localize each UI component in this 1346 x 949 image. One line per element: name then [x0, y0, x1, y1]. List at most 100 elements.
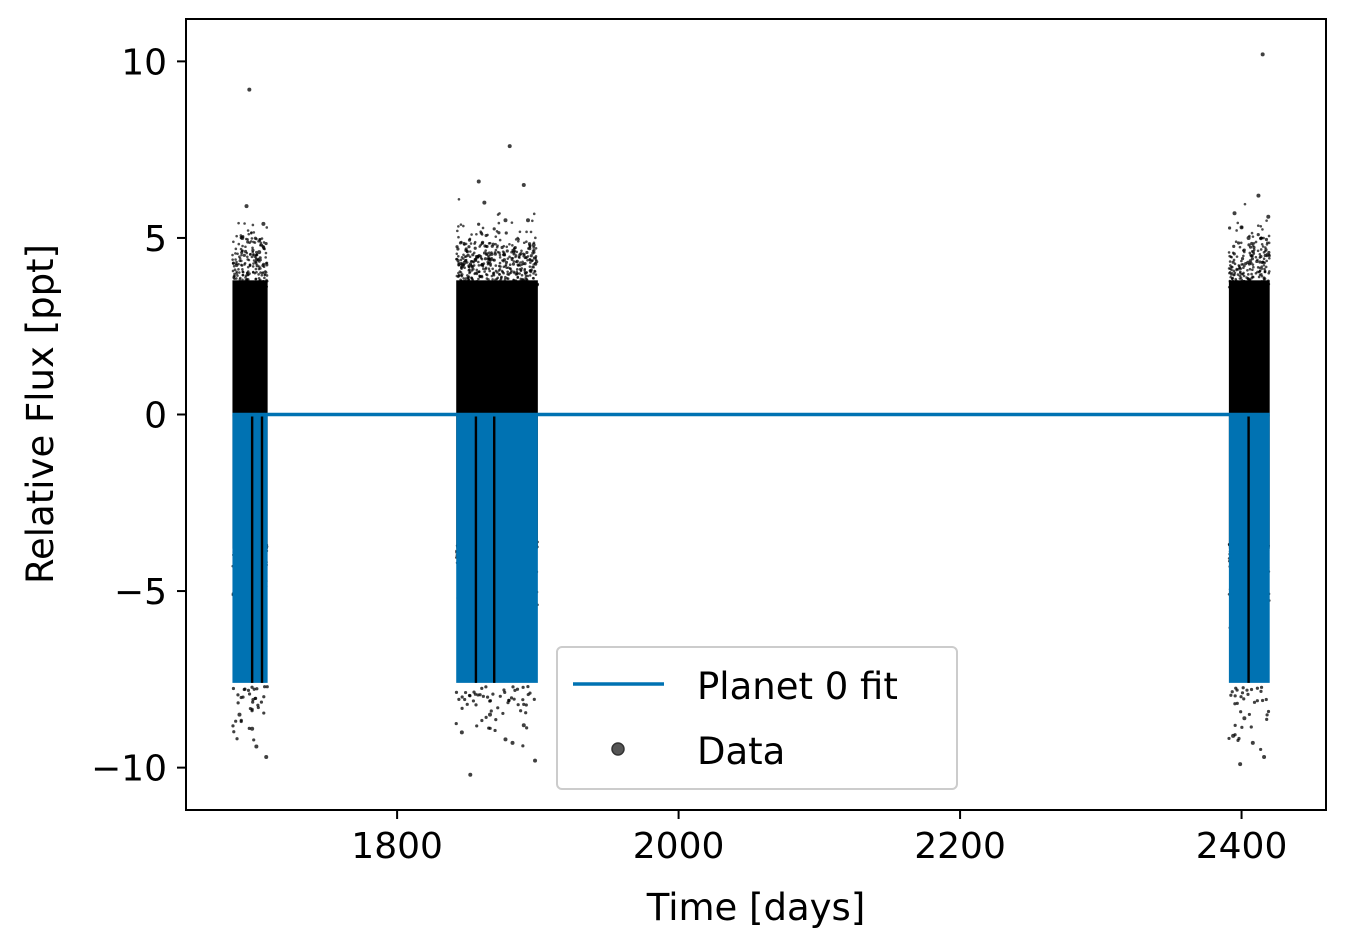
data-point	[536, 283, 539, 287]
data-point	[475, 724, 479, 728]
data-point	[1252, 241, 1256, 245]
data-point	[525, 726, 529, 730]
data-point	[1260, 273, 1263, 276]
data-point	[509, 696, 514, 700]
data-point	[1250, 231, 1254, 235]
data-point	[235, 737, 239, 741]
data-point	[1260, 267, 1264, 270]
y-tick-label: −5	[114, 572, 167, 613]
data-point	[516, 703, 520, 707]
data-point	[532, 256, 536, 260]
data-point	[457, 235, 460, 239]
data-point	[247, 258, 251, 262]
legend-label-data: Data	[697, 730, 785, 773]
data-point	[1261, 245, 1265, 248]
data-point-outlier	[482, 200, 487, 205]
data-point	[488, 726, 492, 730]
data-point	[480, 241, 484, 245]
data-point	[508, 255, 511, 259]
data-point	[507, 273, 511, 276]
data-point	[259, 271, 262, 274]
data-point	[476, 693, 480, 697]
data-point	[238, 278, 242, 281]
x-tick-label: 2200	[914, 826, 1006, 867]
data-point	[1244, 261, 1248, 266]
data-point	[519, 277, 523, 281]
data-point	[520, 273, 524, 277]
data-point	[1233, 694, 1237, 698]
y-tick-label: 5	[144, 219, 167, 260]
data-point	[480, 257, 484, 261]
data-point	[243, 249, 248, 254]
data-point	[1260, 698, 1265, 703]
data-point	[469, 282, 473, 285]
data-point	[1233, 702, 1237, 706]
data-point	[531, 259, 534, 262]
data-point	[507, 285, 510, 289]
data-point	[1245, 688, 1249, 692]
data-point	[1238, 245, 1242, 249]
data-point	[497, 231, 501, 235]
data-point	[252, 738, 256, 742]
data-point	[466, 279, 470, 282]
data-point	[525, 240, 528, 243]
data-point	[1235, 229, 1238, 232]
data-point	[1266, 709, 1271, 714]
data-point	[257, 267, 261, 271]
data-point	[1228, 260, 1232, 263]
data-point	[464, 248, 468, 252]
data-point-outlier	[1250, 740, 1255, 745]
data-point	[471, 278, 475, 282]
data-point	[236, 274, 239, 277]
data-point	[519, 269, 523, 272]
data-point	[481, 226, 485, 230]
data-point	[471, 253, 475, 257]
data-point	[238, 259, 242, 263]
data-point	[251, 248, 255, 252]
data-point	[242, 687, 246, 692]
data-point	[511, 244, 514, 247]
data-point	[1239, 695, 1243, 699]
data-point	[515, 285, 519, 288]
data-point	[509, 271, 513, 274]
data-point	[502, 688, 506, 692]
data-point	[522, 702, 526, 706]
data-point	[508, 242, 511, 246]
data-point	[527, 282, 530, 286]
data-point	[533, 280, 536, 283]
data-point	[250, 255, 254, 259]
data-point	[1251, 275, 1255, 279]
data-point	[1252, 700, 1257, 704]
data-point	[1243, 264, 1246, 268]
data-point	[485, 695, 490, 699]
data-point	[1266, 281, 1269, 285]
data-point	[246, 229, 250, 232]
data-point	[460, 256, 464, 259]
data-point	[250, 237, 254, 240]
data-point	[517, 263, 521, 266]
data-point	[480, 686, 484, 690]
data-point	[1247, 712, 1251, 717]
data-point	[470, 276, 474, 280]
data-point	[247, 281, 251, 285]
data-point	[1257, 280, 1261, 284]
data-point	[1260, 260, 1264, 265]
data-point	[1250, 257, 1254, 261]
data-point	[1252, 280, 1256, 284]
data-point	[458, 241, 463, 245]
data-point	[259, 284, 262, 287]
data-point	[504, 275, 507, 279]
data-point	[1267, 254, 1271, 258]
data-point	[530, 285, 534, 289]
data-point	[480, 718, 484, 723]
x-axis: 1800 2000 2200 2400	[351, 810, 1287, 867]
data-point	[1235, 701, 1239, 705]
data-point	[467, 245, 471, 249]
data-point	[492, 273, 496, 277]
data-point	[1265, 243, 1269, 246]
data-point	[231, 258, 234, 261]
data-point	[1255, 686, 1259, 690]
data-point	[250, 685, 254, 689]
data-point	[251, 698, 255, 702]
data-point	[498, 238, 502, 242]
